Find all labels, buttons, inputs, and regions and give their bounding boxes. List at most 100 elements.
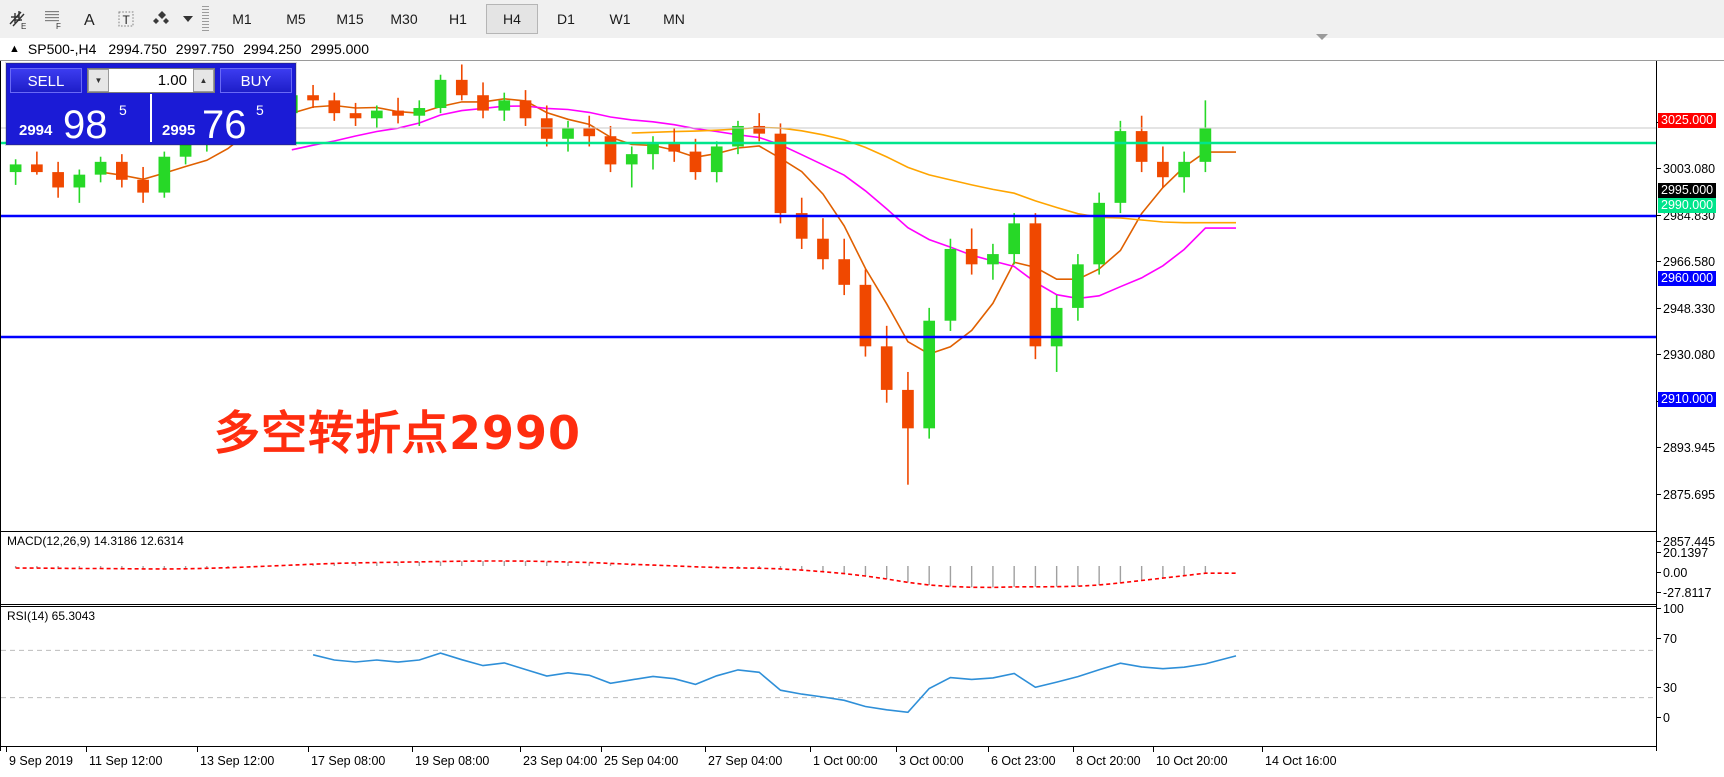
- chart-area[interactable]: 多空转折点2990 MACD(12,26,9) 14.3186 12.6314 …: [0, 61, 1724, 777]
- candlestick: [1114, 120, 1127, 214]
- price-axis-tick-label: 2857.445: [1663, 535, 1716, 549]
- rsi-axis-tick: 30: [1657, 681, 1724, 695]
- quote-low: 2994.250: [243, 41, 302, 57]
- rsi-line: [312, 652, 1237, 714]
- time-axis-label: 9 Sep 2019: [9, 754, 73, 768]
- candlestick: [455, 64, 468, 101]
- price-axis-tick: 3003.080: [1657, 162, 1724, 176]
- candlestick: [625, 146, 638, 188]
- crosshair-e-icon[interactable]: E: [1, 3, 35, 35]
- candlestick: [1093, 192, 1105, 275]
- sell-price-major: 98: [63, 103, 108, 147]
- buy-price-integer: 2995: [162, 122, 196, 139]
- sell-price-integer: 2994: [19, 122, 53, 139]
- price-axis-tick-label: 2893.945: [1663, 441, 1716, 455]
- price-axis-tag[interactable]: 2960.000: [1658, 271, 1717, 286]
- candlestick: [774, 123, 787, 224]
- candlestick: [94, 156, 107, 183]
- chart-scroll-marker[interactable]: [1316, 34, 1328, 40]
- candlestick: [413, 100, 426, 126]
- timeframe-m15[interactable]: M15: [336, 11, 364, 27]
- moving-average-line: [631, 126, 1236, 224]
- timeframe-m1[interactable]: M1: [232, 11, 252, 27]
- timeframe-m30[interactable]: M30: [390, 11, 418, 27]
- macd-axis-tick: -27.8117: [1657, 586, 1724, 600]
- rsi-pane[interactable]: RSI(14) 65.3043: [1, 606, 1656, 747]
- sell-price-display[interactable]: 2994 98 5: [7, 94, 150, 147]
- candlestick: [519, 90, 532, 126]
- timeframe-mn[interactable]: MN: [663, 11, 685, 27]
- quote-open: 2994.750: [108, 41, 167, 57]
- timeframe-h1[interactable]: H1: [449, 11, 467, 27]
- grid-f-icon[interactable]: F: [37, 3, 71, 35]
- chart-toolbar: E F A T: [0, 0, 1724, 39]
- price-axis-tick: 2875.695: [1657, 488, 1724, 502]
- volume-stepper[interactable]: ▼ 1.00 ▲: [87, 68, 215, 93]
- svg-text:F: F: [56, 22, 61, 31]
- price-axis-tick: 2930.080: [1657, 348, 1724, 362]
- price-axis-tag[interactable]: 2910.000: [1658, 392, 1717, 407]
- trade-panel-controls: SELL ▼ 1.00 ▲ BUY: [7, 64, 295, 94]
- macd-signal-line: [15, 560, 1236, 589]
- quote-bar: ▲ SP500-,H4 2994.750 2997.750 2994.250 2…: [0, 38, 1724, 61]
- rsi-label: RSI(14) 65.3043: [7, 609, 96, 623]
- volume-input[interactable]: 1.00: [157, 72, 187, 89]
- text-label-t-icon[interactable]: T: [109, 3, 143, 35]
- candlestick: [307, 84, 319, 109]
- time-axis-tick: [1073, 747, 1074, 752]
- candlestick: [1050, 295, 1063, 372]
- text-a-icon[interactable]: A: [73, 3, 107, 35]
- macd-pane[interactable]: MACD(12,26,9) 14.3186 12.6314: [1, 531, 1656, 605]
- candlestick: [923, 307, 936, 439]
- chart-annotation-text: 多空转折点2990: [214, 406, 582, 460]
- volume-decrease-icon[interactable]: ▼: [88, 69, 109, 92]
- macd-label: MACD(12,26,9) 14.3186 12.6314: [7, 534, 184, 548]
- timeframe-m5[interactable]: M5: [286, 11, 306, 27]
- time-axis-tick: [705, 747, 706, 752]
- price-axis-tag[interactable]: 3025.000: [1658, 113, 1717, 128]
- time-axis-label: 13 Sep 12:00: [200, 754, 275, 768]
- one-click-trading-panel[interactable]: SELL ▼ 1.00 ▲ BUY 2994 98 5 2995 76 5: [6, 63, 296, 145]
- candlestick: [562, 120, 574, 152]
- candlestick: [795, 197, 808, 249]
- rsi-axis-tick: 100: [1657, 602, 1724, 616]
- price-axis[interactable]: 3020.9653003.0802984.8302966.5802948.330…: [1656, 61, 1724, 751]
- objects-icon[interactable]: [145, 3, 179, 35]
- symbol-timeframe-label: SP500-,H4: [27, 41, 97, 57]
- time-axis-tick: [520, 747, 521, 752]
- objects-dropdown-caret-icon[interactable]: [180, 3, 196, 35]
- candlestick: [370, 105, 383, 129]
- time-axis-label: 8 Oct 20:00: [1076, 754, 1141, 768]
- timeframe-d1[interactable]: D1: [557, 11, 575, 27]
- toolbar-separator: [202, 6, 209, 32]
- candlestick: [583, 115, 596, 147]
- candlestick: [158, 151, 171, 198]
- volume-increase-icon[interactable]: ▲: [193, 69, 214, 92]
- candlestick: [1072, 254, 1084, 321]
- time-axis-label: 6 Oct 23:00: [991, 754, 1056, 768]
- time-axis-label: 11 Sep 12:00: [89, 754, 163, 768]
- candlestick: [732, 120, 744, 155]
- buy-price-major: 76: [202, 103, 247, 147]
- time-axis-tick: [896, 747, 897, 752]
- candlestick: [689, 138, 702, 180]
- time-axis-label: 10 Oct 20:00: [1156, 754, 1228, 768]
- candlestick: [73, 169, 86, 203]
- time-axis-tick: [810, 747, 811, 752]
- buy-button[interactable]: BUY: [220, 68, 292, 93]
- time-axis-label: 23 Sep 04:00: [523, 754, 598, 768]
- rsi-axis-tick: 0: [1657, 711, 1724, 725]
- price-axis-tag[interactable]: 2995.000: [1658, 183, 1717, 198]
- price-axis-tick-label: 2966.580: [1663, 255, 1716, 269]
- timeframe-h4[interactable]: H4: [486, 4, 538, 34]
- candlestick: [859, 269, 872, 357]
- candlestick: [498, 92, 511, 121]
- sell-button[interactable]: SELL: [10, 68, 82, 93]
- price-axis-tick-label: 3003.080: [1663, 162, 1716, 176]
- timeframe-w1[interactable]: W1: [609, 11, 631, 27]
- price-axis-tag[interactable]: 2990.000: [1658, 198, 1717, 213]
- time-axis-tick: [308, 747, 309, 752]
- price-axis-tick: 2893.945: [1657, 441, 1724, 455]
- buy-price-display[interactable]: 2995 76 5: [150, 94, 295, 147]
